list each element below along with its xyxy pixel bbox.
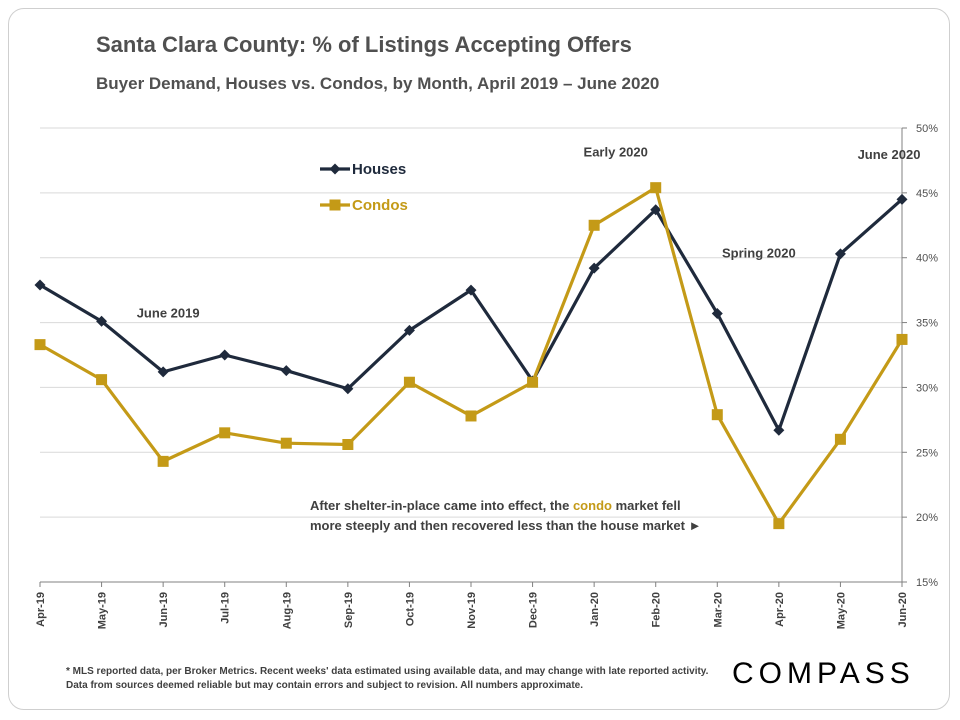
houses-point — [280, 365, 292, 377]
y-tick-label: 20% — [916, 512, 938, 524]
x-tick-label: Nov-19 — [466, 592, 478, 629]
condos-point — [157, 455, 169, 467]
x-tick-label: Jan-20 — [589, 592, 601, 627]
condos-point — [834, 433, 846, 445]
y-tick-label: 50% — [916, 123, 938, 135]
annotation-label: June 2020 — [858, 147, 921, 162]
chart-subtitle: Buyer Demand, Houses vs. Condos, by Mont… — [96, 74, 660, 93]
condos-point — [465, 410, 477, 422]
condos-point — [342, 439, 354, 451]
houses-point — [896, 193, 908, 205]
houses-point — [34, 279, 46, 291]
footnote: * MLS reported data, per Broker Metrics.… — [66, 666, 709, 691]
annotation-label: Spring 2020 — [722, 246, 796, 261]
condos-point — [403, 376, 415, 388]
x-tick-label: Jun-20 — [897, 592, 909, 627]
legend-marker-houses — [329, 163, 341, 175]
condos-point — [219, 427, 231, 439]
chart-frame — [8, 8, 950, 710]
houses-point — [834, 248, 846, 260]
x-tick-label: May-20 — [835, 592, 847, 629]
y-tick-label: 45% — [916, 188, 938, 200]
x-tick-label: Jun-19 — [158, 592, 170, 627]
legend-marker-condos — [329, 199, 341, 211]
condos-point — [527, 376, 539, 388]
houses-point — [403, 324, 415, 336]
x-tick-label: Feb-20 — [651, 592, 663, 627]
y-tick-label: 30% — [916, 382, 938, 394]
x-tick-label: Dec-19 — [528, 592, 540, 628]
x-tick-label: Mar-20 — [712, 592, 724, 627]
annotation-label: June 2019 — [137, 305, 200, 320]
houses-point — [711, 307, 723, 319]
houses-point — [219, 349, 231, 361]
condos-point — [588, 219, 600, 231]
legend-label-houses: Houses — [352, 161, 406, 178]
condos-point — [773, 518, 785, 530]
houses-point — [465, 284, 477, 296]
note-line-1: After shelter-in-place came into effect,… — [310, 498, 681, 513]
y-tick-label: 35% — [916, 318, 938, 330]
houses-point — [588, 262, 600, 274]
annotation-label: Early 2020 — [584, 145, 648, 160]
x-tick-label: Sep-19 — [343, 592, 355, 628]
note-highlight: condo — [573, 498, 612, 513]
condos-point — [34, 339, 46, 351]
condos-point — [711, 409, 723, 421]
y-tick-label: 25% — [916, 447, 938, 459]
houses-point — [773, 424, 785, 436]
series-line-condos — [39, 186, 904, 526]
condos-point — [280, 437, 292, 449]
condos-point — [896, 333, 908, 345]
houses-point — [650, 204, 662, 216]
compass-logo: COMPASS — [732, 657, 915, 690]
houses-point — [157, 366, 169, 378]
houses-point — [96, 315, 108, 327]
x-tick-label: Apr-19 — [35, 592, 47, 627]
x-tick-label: Aug-19 — [281, 592, 293, 629]
houses-point — [342, 383, 354, 395]
condos-point — [650, 182, 662, 194]
chart-title: Santa Clara County: % of Listings Accept… — [96, 32, 632, 57]
x-tick-label: May-19 — [97, 592, 109, 629]
legend-label-condos: Condos — [352, 197, 408, 214]
x-tick-label: Apr-20 — [774, 592, 786, 627]
condos-point — [96, 374, 108, 386]
x-tick-label: Oct-19 — [404, 592, 416, 626]
x-tick-label: Jul-19 — [220, 592, 232, 624]
y-tick-label: 40% — [916, 253, 938, 265]
note-line-2: more steeply and then recovered less tha… — [310, 518, 701, 533]
y-tick-label: 15% — [916, 577, 938, 589]
